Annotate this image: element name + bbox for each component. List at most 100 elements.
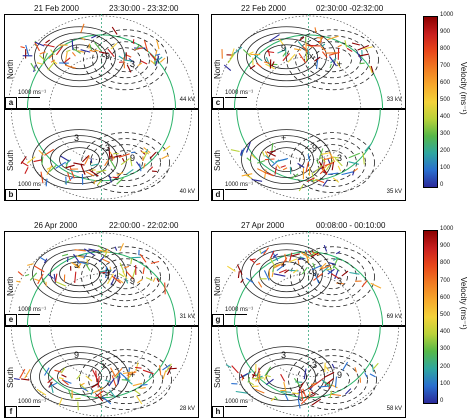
velocity-scale-label: 1000 ms⁻¹ (225, 398, 253, 405)
panel-date: 21 Feb 2000 (34, 4, 79, 13)
colorbar-tick-label: 500 (440, 312, 450, 318)
velocity-scale-bar (18, 406, 40, 407)
colorbar-tick-label: 1000 (440, 226, 453, 232)
potential-drop-label: 40 kV (180, 189, 195, 195)
velocity-vector (113, 177, 119, 178)
panel-date: 26 Apr 2000 (34, 221, 77, 230)
colorbar-tick-label: 300 (440, 346, 450, 352)
velocity-vector (360, 63, 365, 64)
contour-value-label: -3 (309, 361, 317, 370)
panel-letter: f (5, 406, 17, 418)
colorbar-tick-label: 400 (440, 114, 450, 120)
contour-value-label: 3 (337, 277, 342, 286)
colorbar-tick-label: 0 (440, 182, 443, 188)
colorbar-tick-label: 500 (440, 97, 450, 103)
colorbar-top-label: Velocity (ms⁻¹) (459, 62, 468, 115)
panel-letter: e (5, 314, 17, 326)
contour-value-label: 3 (337, 154, 342, 163)
velocity-vector (165, 283, 166, 295)
hemisphere-label: South (6, 150, 15, 171)
colorbar-tick-label: 800 (440, 260, 450, 266)
panel-letter: b (5, 189, 17, 201)
potential-drop-label: 31 kV (180, 314, 195, 320)
colorbar-bottom-label: Velocity (ms⁻¹) (459, 277, 468, 330)
colorbar-tick-label: 600 (440, 80, 450, 86)
velocity-scale-bar (225, 97, 247, 98)
colorbar-tick-label: 900 (440, 243, 450, 249)
colorbar-tick-label: 100 (440, 165, 450, 171)
velocity-scale-bar (18, 189, 40, 190)
contour-value-label: + (281, 261, 286, 270)
north-hemisphere-map: North 1000 ms⁻¹ 69 kV g + -9 3 (211, 231, 406, 326)
contour-value-label: 9 (74, 351, 79, 360)
contour-value-label: 9 (130, 154, 135, 163)
hemisphere-label: North (213, 59, 222, 79)
potential-drop-label: 44 kV (180, 97, 195, 103)
panel-time-range: 23:30:00 - 23:32:00 (109, 4, 178, 13)
colorbar-tick-label: 600 (440, 295, 450, 301)
hemisphere-label: North (6, 276, 15, 296)
contour-value-label: 3 (74, 261, 79, 270)
potential-drop-label: 28 kV (180, 406, 195, 412)
colorbar-tick-label: 400 (440, 329, 450, 335)
hemisphere-label: North (6, 59, 15, 79)
panel-time-range: 22:00:00 - 22:02:00 (109, 221, 178, 230)
contour-value-label: -3 (102, 144, 110, 153)
hemisphere-label: North (213, 276, 222, 296)
contour-value-label: 3 (281, 351, 286, 360)
velocity-scale-label: 1000 ms⁻¹ (225, 306, 253, 313)
contour-value-label: -9 (102, 52, 110, 61)
potential-drop-label: 35 kV (387, 189, 402, 195)
potential-drop-label: 69 kV (387, 314, 402, 320)
colorbar-tick-label: 1000 (440, 12, 453, 18)
contour-value-label: 9 (130, 277, 135, 286)
hemisphere-label: South (6, 367, 15, 388)
velocity-scale-bar (225, 314, 247, 315)
panel-letter: g (212, 314, 224, 326)
contour-value-label: x (309, 52, 314, 61)
panel-letter: h (212, 406, 224, 418)
velocity-vector (91, 158, 92, 163)
contour-value-label: x (102, 361, 107, 370)
contour-value-label: -9 (309, 269, 317, 278)
panel-time-range: 00:08:00 - 00:10:00 (316, 221, 385, 230)
velocity-scale-label: 1000 ms⁻¹ (18, 181, 46, 188)
contour-value-label: 9 (337, 371, 342, 380)
velocity-vector (68, 257, 69, 262)
colorbar-tick-label: 0 (440, 398, 443, 404)
colorbar-tick-label: 100 (440, 381, 450, 387)
panel-date: 27 Apr 2000 (241, 221, 284, 230)
colorbar-tick-label: 300 (440, 131, 450, 137)
velocity-vector (72, 40, 73, 50)
velocity-scale-label: 1000 ms⁻¹ (225, 181, 253, 188)
panel-letter: d (212, 189, 224, 201)
panel-letter: c (212, 97, 224, 109)
contour-value-label: + (74, 44, 79, 53)
contour-value-label: + (337, 60, 342, 69)
colorbar-tick-label: 200 (440, 148, 450, 154)
colorbar-tick-label: 700 (440, 63, 450, 69)
velocity-scale-bar (225, 189, 247, 190)
colorbar-tick-label: 800 (440, 46, 450, 52)
velocity-vector (329, 383, 330, 390)
colorbar-tick-label: 200 (440, 364, 450, 370)
south-hemisphere-map: South 1000 ms⁻¹ 28 kV f 9 x + (4, 326, 199, 418)
panel-letter: a (5, 97, 17, 109)
contour-value-label: + (281, 134, 286, 143)
contour-value-label: + (130, 371, 135, 380)
velocity-scale-bar (18, 314, 40, 315)
velocity-vector (75, 398, 81, 399)
velocity-scale-bar (225, 406, 247, 407)
contour-value-label: 9 (281, 44, 286, 53)
hemisphere-label: South (213, 367, 222, 388)
panel-date: 22 Feb 2000 (241, 4, 286, 13)
velocity-scale-label: 1000 ms⁻¹ (18, 398, 46, 405)
velocity-scale-bar (18, 97, 40, 98)
velocity-vector (308, 45, 315, 46)
velocity-vector (112, 154, 113, 161)
